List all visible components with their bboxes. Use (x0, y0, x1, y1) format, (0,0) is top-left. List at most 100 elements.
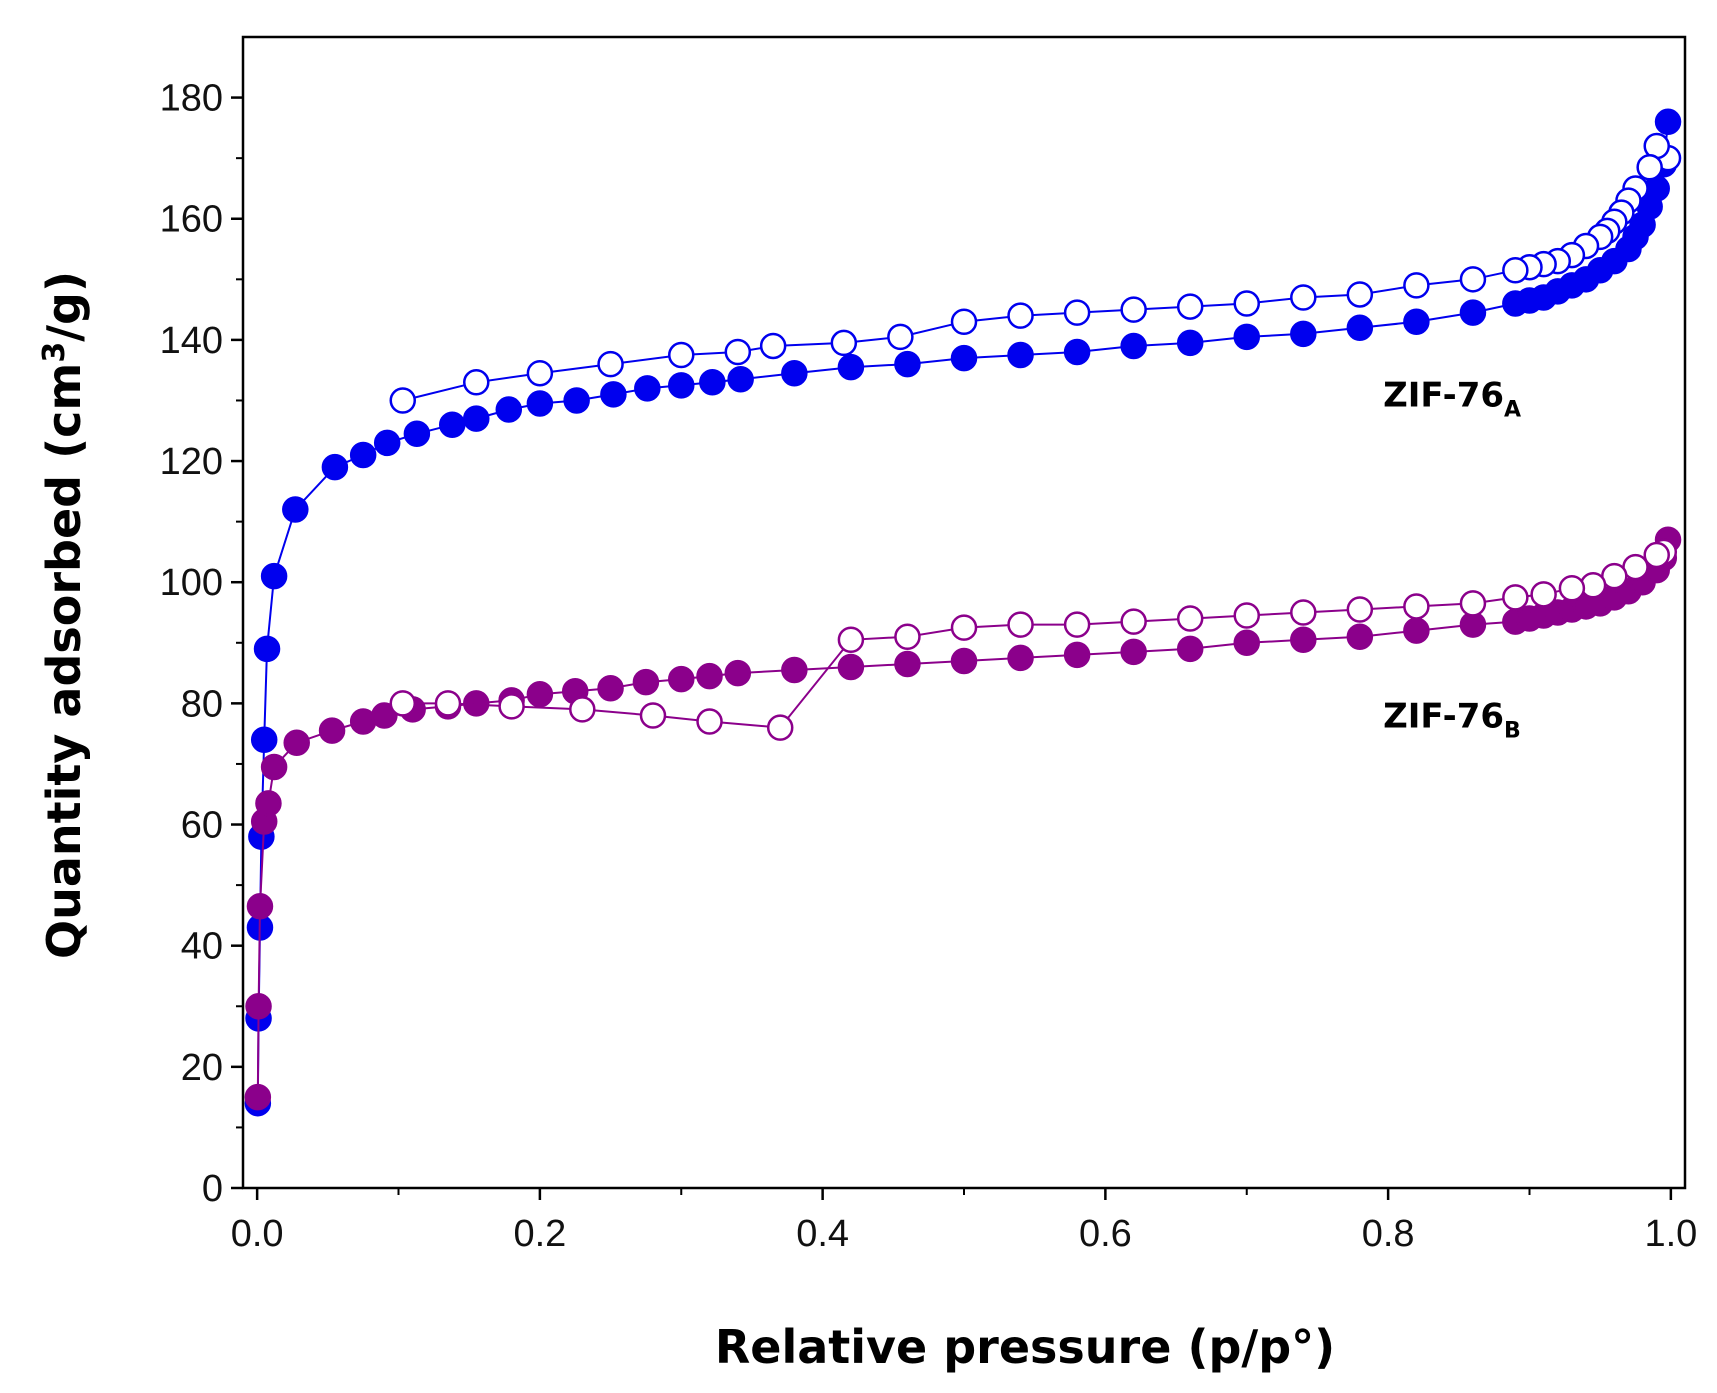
data-point-open (1063, 611, 1091, 638)
data-point-open (463, 369, 490, 396)
data-point-filled (668, 665, 695, 693)
data-point-open (639, 702, 667, 729)
data-point-open (950, 614, 978, 641)
y-axis-title: Quantity adsorbed (cm3/g) (37, 271, 91, 959)
data-point-filled (1346, 314, 1374, 342)
data-point-filled (1120, 638, 1147, 666)
data-point-filled (1233, 629, 1260, 657)
y-tick-label: 60 (181, 805, 223, 847)
data-point-filled (403, 420, 431, 448)
data-point-filled (253, 635, 281, 663)
data-point-filled (950, 647, 978, 675)
data-point-filled (837, 653, 865, 681)
data-point-filled (250, 726, 278, 753)
y-tick-label: 120 (160, 441, 223, 483)
series-group (389, 132, 1682, 414)
data-point-filled (781, 656, 808, 684)
series-group (389, 538, 1678, 741)
data-point-filled (696, 662, 723, 690)
data-point-open (837, 626, 865, 654)
data-point-open (894, 623, 921, 650)
series-label-text: ZIF-76 (1383, 697, 1504, 737)
y-axis: 0 20 40 60 80 100 120 140 160 180 (160, 78, 243, 1210)
data-point-filled (634, 375, 661, 402)
y-axis-title-prefix: Quantity adsorbed (cm (37, 363, 91, 959)
data-point-filled (1403, 308, 1430, 335)
y-tick-label: 100 (160, 562, 223, 604)
data-point-open (830, 329, 858, 357)
data-point-filled (495, 396, 523, 423)
data-point-open (526, 359, 554, 387)
data-point-open (1233, 290, 1260, 317)
data-point-filled (727, 366, 754, 393)
data-point-open (1346, 281, 1374, 308)
series-label-subscript: A (1504, 398, 1521, 423)
data-point-open (1120, 608, 1147, 635)
data-point-open (1176, 605, 1204, 632)
data-point-open (1007, 611, 1034, 638)
data-point-filled (894, 350, 921, 378)
data-point-filled (1654, 108, 1682, 136)
data-point-open (1007, 302, 1034, 329)
data-point-open (389, 690, 417, 717)
data-point-open (1290, 284, 1317, 311)
data-point-filled (1403, 617, 1430, 644)
data-point-filled (600, 381, 627, 408)
data-point-filled (950, 344, 978, 372)
data-point-filled (1290, 626, 1317, 654)
data-point-open (1643, 541, 1670, 569)
y-tick-label: 140 (160, 320, 223, 362)
data-point-open (1530, 581, 1557, 608)
data-point-filled (1007, 341, 1034, 369)
x-tick-label: 0.6 (1079, 1213, 1132, 1255)
data-point-filled (318, 717, 346, 744)
data-point-open (1403, 272, 1430, 299)
data-point-filled (563, 387, 590, 414)
x-tick-label: 0.8 (1362, 1213, 1415, 1255)
y-tick-label: 80 (181, 683, 223, 725)
data-point-open (696, 708, 723, 735)
series-line (256, 121, 1669, 1104)
data-point-open (1120, 296, 1147, 323)
data-point-filled (321, 453, 349, 481)
data-point-filled (1176, 329, 1204, 357)
data-point-filled (632, 668, 660, 696)
x-tick-label: 0.4 (796, 1213, 849, 1255)
data-point-filled (245, 993, 272, 1020)
y-axis-title-suffix: /g) (37, 271, 91, 342)
data-point-filled (244, 1083, 272, 1111)
data-point-filled (526, 390, 554, 417)
data-point-filled (283, 729, 310, 756)
x-axis: 0.0 0.2 0.4 0.6 0.8 1.0 (231, 1188, 1697, 1255)
data-point-filled (1063, 338, 1091, 366)
data-point-filled (597, 674, 624, 702)
data-point-filled (1063, 641, 1091, 669)
data-point-filled (1233, 323, 1260, 351)
data-point-open (887, 323, 914, 351)
data-point-open (1176, 293, 1204, 320)
data-point-filled (438, 411, 466, 438)
data-point-filled (260, 753, 288, 781)
y-tick-label: 20 (181, 1047, 223, 1089)
data-point-filled (246, 893, 274, 920)
data-point-open (950, 308, 978, 335)
data-point-filled (373, 429, 401, 457)
data-point-open (1459, 590, 1487, 617)
x-tick-label: 0.0 (231, 1213, 284, 1255)
data-point-open (1502, 256, 1529, 284)
y-axis-title-superscript: 3 (37, 342, 72, 363)
data-point-filled (1459, 299, 1487, 326)
data-point-filled (371, 702, 398, 729)
series-label-subscript: B (1504, 719, 1521, 744)
x-axis-title: Relative pressure (p/p°) (715, 1320, 1335, 1374)
data-point-open (1502, 584, 1529, 611)
data-point-open (766, 714, 794, 741)
data-point-filled (463, 405, 490, 432)
data-point-filled (526, 681, 554, 708)
data-point-filled (894, 650, 921, 678)
data-point-filled (282, 496, 309, 523)
data-point-open (498, 693, 525, 720)
data-point-filled (1290, 320, 1317, 348)
data-point-open (1403, 593, 1430, 620)
